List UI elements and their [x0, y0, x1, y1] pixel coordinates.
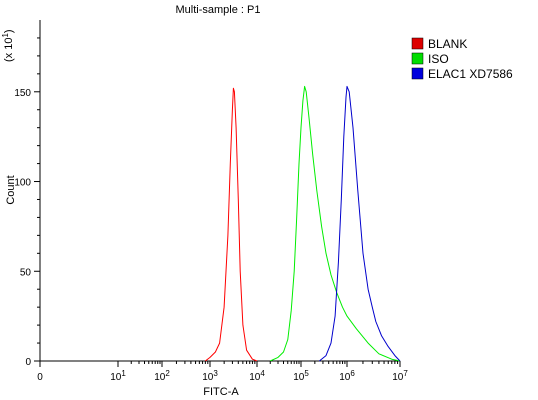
plot-frame	[39, 20, 400, 362]
x-tick-label: 0	[37, 372, 43, 383]
chart-title: Multi-sample : P1	[176, 4, 261, 16]
y-tick-label: 50	[20, 267, 32, 278]
x-tick-label: 107	[392, 369, 408, 383]
series-layer	[204, 85, 401, 362]
x-tick-label: 105	[293, 369, 309, 383]
y-tick-label: 100	[14, 178, 31, 189]
x-tick-label: 103	[202, 369, 218, 383]
y-tick-label: 0	[25, 357, 31, 368]
series-line-iso	[269, 85, 401, 362]
ticks-layer: 0 50 100 150 0 101 102 103 104 105 106 107	[14, 37, 408, 383]
x-tick-label: 104	[249, 369, 265, 383]
legend-label: ISO	[428, 52, 449, 66]
legend-swatch	[411, 67, 424, 80]
x-tick-label: 106	[339, 369, 355, 383]
y-axis-multiplier: (x 101)	[1, 29, 15, 62]
series-line-blank	[204, 87, 258, 362]
legend-label: ELAC1 XD7586	[428, 67, 513, 81]
x-tick-label: 101	[110, 369, 126, 383]
x-axis-label: FITC-A	[203, 386, 239, 398]
legend-label: BLANK	[428, 37, 467, 51]
y-axis-label: Count	[5, 175, 17, 204]
legend-swatch	[411, 37, 424, 50]
legend-swatch	[411, 52, 424, 65]
series-line-elac1-xd7586	[318, 85, 401, 362]
y-tick-label: 150	[14, 88, 31, 99]
x-tick-label: 102	[154, 369, 170, 383]
